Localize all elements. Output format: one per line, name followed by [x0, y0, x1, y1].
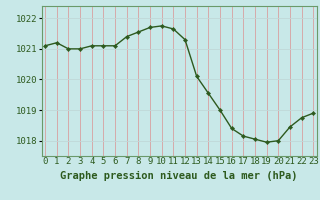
- X-axis label: Graphe pression niveau de la mer (hPa): Graphe pression niveau de la mer (hPa): [60, 171, 298, 181]
